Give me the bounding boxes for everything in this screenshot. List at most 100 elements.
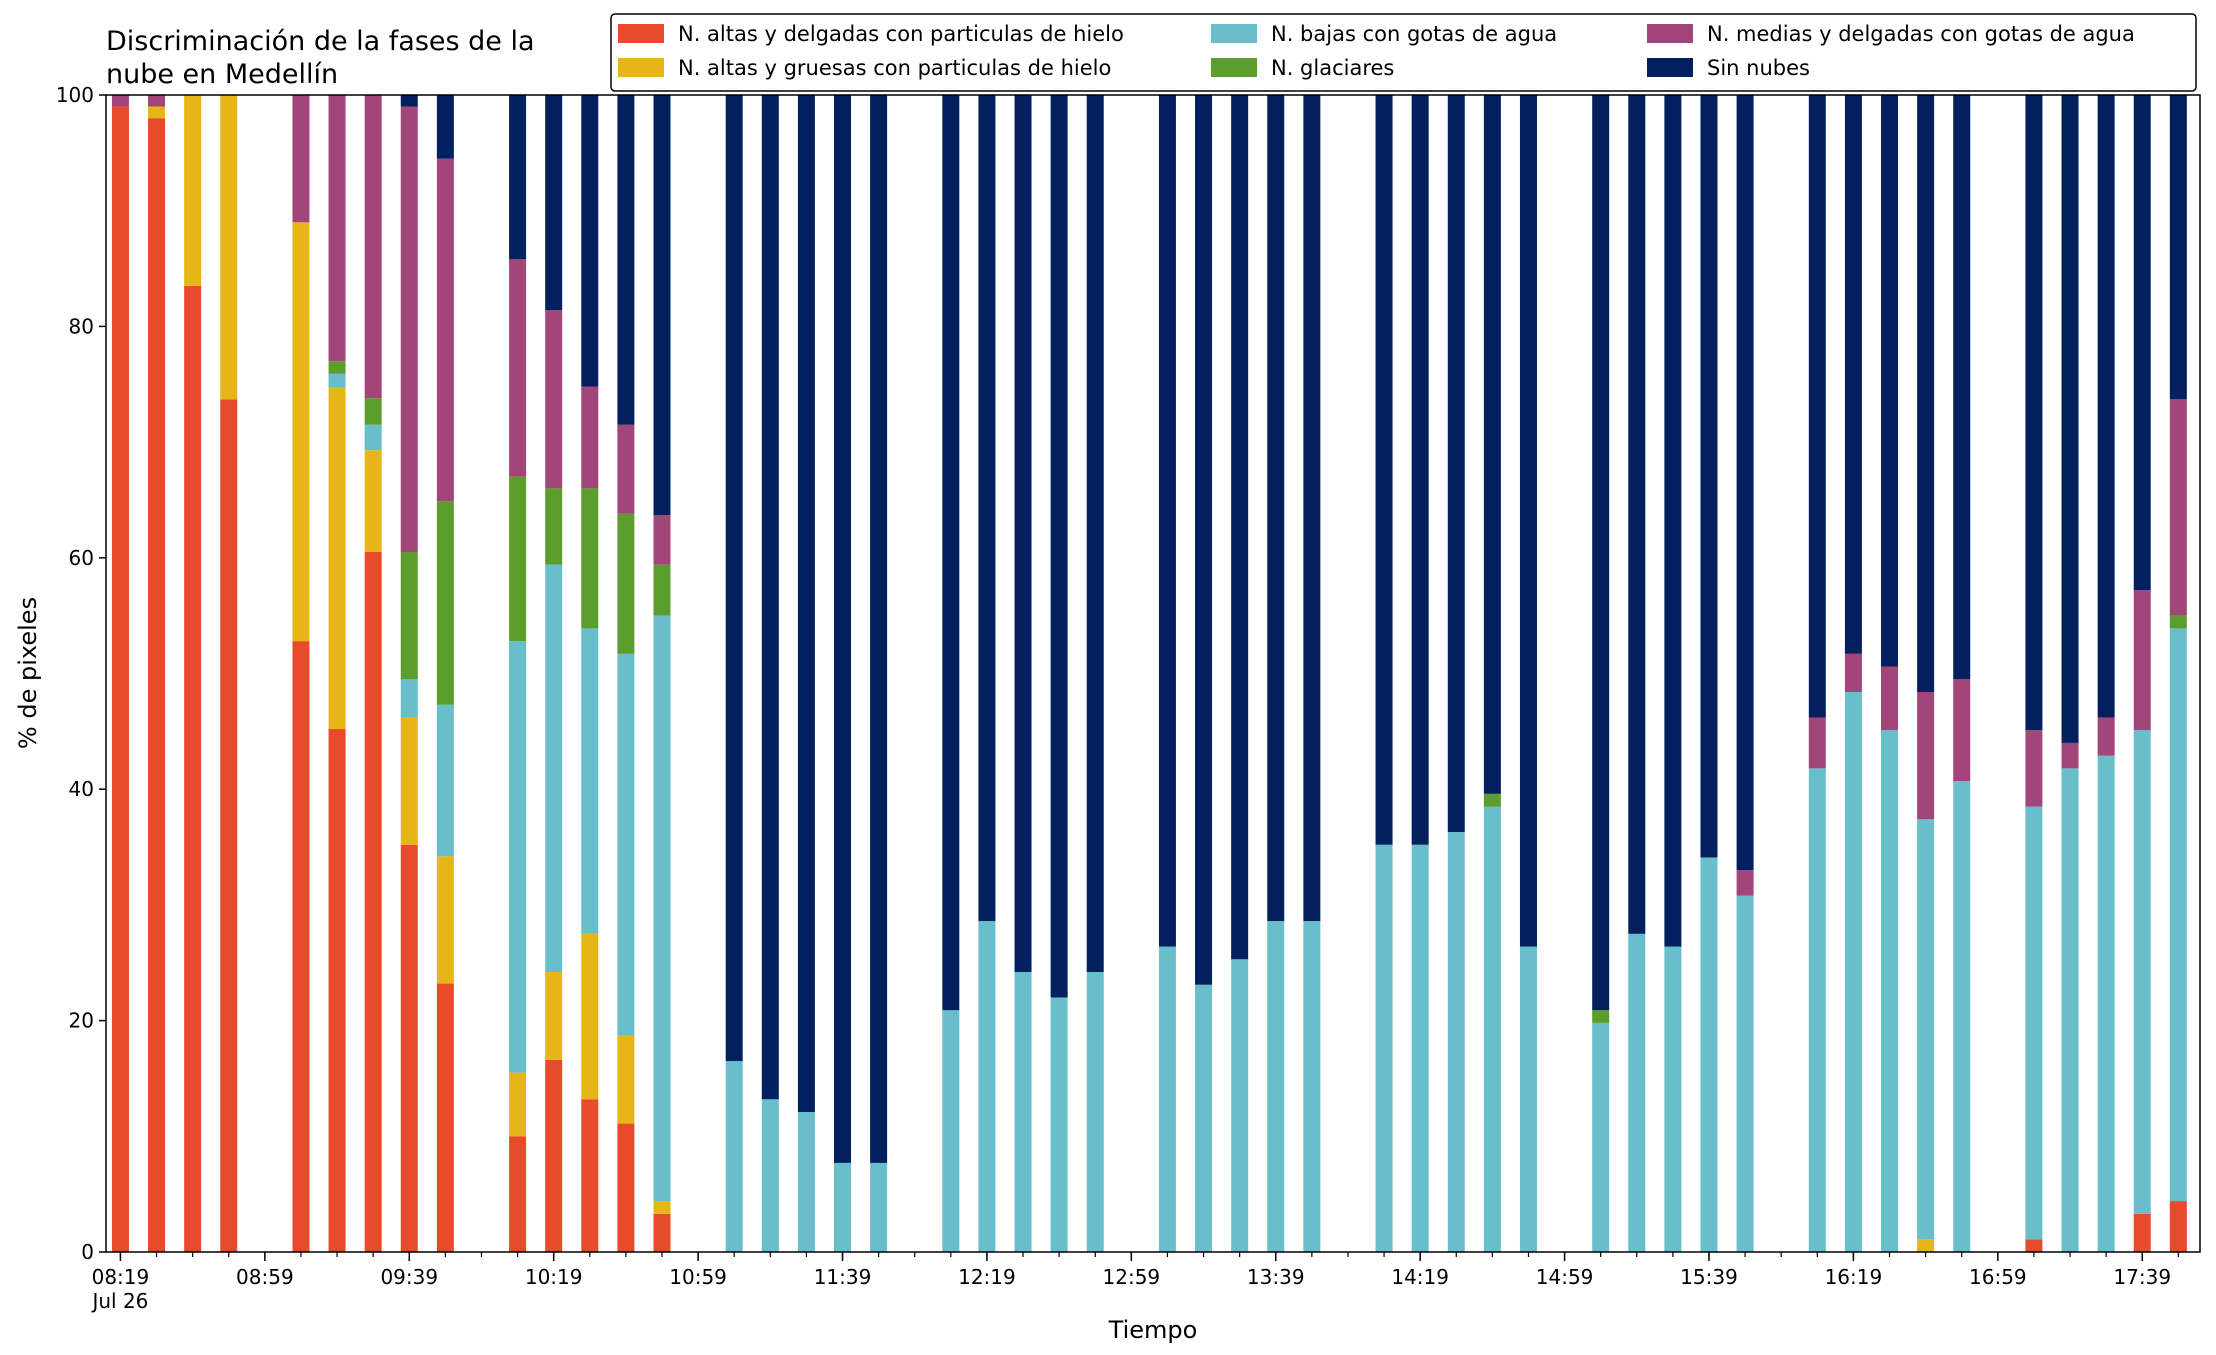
y-tick-label: 0 — [81, 1240, 94, 1264]
chart-title-line-1: Discriminación de la fases de la — [106, 26, 535, 57]
x-tick-label: 10:19 — [525, 1265, 583, 1289]
bar-segment — [2133, 95, 2151, 591]
bar-segment — [400, 106, 418, 553]
bar-segment — [400, 844, 418, 1252]
bar-segment — [1628, 95, 1646, 934]
bar-segment — [942, 95, 960, 1011]
bar-segment — [545, 95, 563, 311]
bar-segment — [509, 641, 527, 1073]
bar-segment — [1231, 959, 1249, 1252]
bar-segment — [653, 615, 671, 1202]
x-tick-label: 12:59 — [1103, 1265, 1161, 1289]
bar-segment — [942, 1010, 960, 1252]
bar-segment — [400, 679, 418, 718]
bar-segment — [400, 552, 418, 680]
bar-segment — [978, 921, 996, 1252]
bar-segment — [1700, 857, 1718, 1252]
bar-segment — [509, 259, 527, 477]
bar-segment — [617, 653, 635, 1036]
bar-segment — [1881, 666, 1899, 731]
legend-swatch — [618, 24, 664, 43]
y-tick-label: 40 — [69, 777, 94, 801]
bar-segment — [2025, 730, 2043, 807]
bar-segment — [1375, 844, 1393, 1252]
bar-segment — [184, 285, 202, 1252]
bar-segment — [1519, 95, 1537, 947]
bar-segment — [1917, 1239, 1935, 1252]
bar-segment — [1483, 95, 1501, 794]
bar-segment — [1808, 95, 1826, 718]
legend: N. altas y delgadas con particulas de hi… — [610, 13, 2197, 92]
bar-segment — [1953, 95, 1971, 680]
bar-segment — [545, 564, 563, 972]
bar-segment — [1917, 692, 1935, 820]
bar-segment — [545, 1059, 563, 1252]
bar-segment — [545, 488, 563, 565]
legend-label: N. altas y delgadas con particulas de hi… — [678, 22, 1124, 46]
bar-segment — [1953, 781, 1971, 1252]
bar-segment — [292, 641, 310, 1252]
x-tick-label: 16:19 — [1825, 1265, 1883, 1289]
bar-segment — [581, 628, 599, 934]
bar-segment — [509, 1136, 527, 1252]
bar-segment — [617, 513, 635, 654]
legend-label: N. altas y gruesas con particulas de hie… — [678, 56, 1111, 80]
bar-segment — [220, 95, 238, 400]
bar-segment — [328, 95, 346, 362]
x-tick-label: 14:59 — [1536, 1265, 1594, 1289]
bar-segment — [2169, 95, 2187, 400]
bar-segment — [2097, 95, 2115, 718]
bar-segment — [436, 158, 454, 502]
bar-segment — [617, 424, 635, 514]
bar-segment — [2097, 755, 2115, 1252]
bar-segment — [1267, 921, 1285, 1252]
bar-segment — [581, 933, 599, 1100]
bar-segment — [1086, 972, 1104, 1252]
bar-segment — [1808, 768, 1826, 1252]
bar-segment — [2025, 1239, 2043, 1252]
bar-segment — [2169, 399, 2187, 616]
bar-segment — [1014, 95, 1032, 973]
bar-segment — [1195, 984, 1213, 1252]
bar-segment — [834, 95, 852, 1163]
bar-segment — [1592, 1010, 1610, 1023]
x-tick-label: 08:19 — [92, 1265, 150, 1289]
bar-segment — [617, 1123, 635, 1252]
bar-segment — [436, 95, 454, 159]
x-tick-label: 10:59 — [669, 1265, 727, 1289]
bar-segment — [1050, 95, 1068, 998]
bar-segment — [436, 856, 454, 984]
bar-segment — [870, 1162, 888, 1252]
bar-segment — [1050, 997, 1068, 1252]
bar-segment — [1158, 95, 1176, 947]
legend-swatch — [618, 58, 664, 77]
bar-segment — [1881, 730, 1899, 1252]
y-tick-label: 100 — [56, 83, 94, 107]
x-tick-label: 09:39 — [380, 1265, 438, 1289]
bar-segment — [509, 476, 527, 642]
bar-segment — [653, 1201, 671, 1214]
bar-segment — [725, 95, 743, 1062]
bar-segment — [1303, 921, 1321, 1252]
legend-label: N. bajas con gotas de agua — [1271, 22, 1557, 46]
bar-segment — [111, 106, 129, 1253]
bar-segment — [1447, 832, 1465, 1252]
bar-segment — [220, 399, 238, 1252]
bar-segment — [2061, 95, 2079, 743]
bar-segment — [111, 95, 129, 107]
bar-segment — [1917, 819, 1935, 1240]
bar-segment — [292, 222, 310, 642]
x-tick-label: 16:59 — [1969, 1265, 2027, 1289]
bar-segment — [1375, 95, 1393, 845]
bar-segment — [581, 386, 599, 489]
bar-segment — [1447, 95, 1465, 833]
legend-label: N. glaciares — [1271, 56, 1394, 80]
bar-segment — [328, 361, 346, 374]
legend-label: N. medias y delgadas con gotas de agua — [1707, 22, 2135, 46]
bar-segment — [1844, 692, 1862, 1252]
legend-swatch — [1647, 24, 1693, 43]
y-tick-label: 60 — [69, 546, 94, 570]
bar-segment — [509, 1072, 527, 1137]
